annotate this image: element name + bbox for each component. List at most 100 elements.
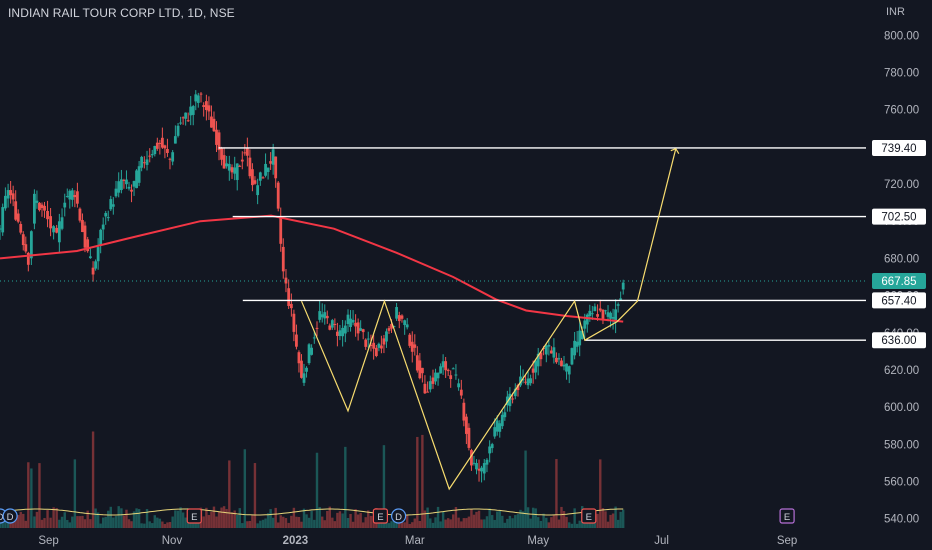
candle-body — [14, 201, 18, 220]
candle-body — [99, 229, 103, 246]
volume-bar — [441, 511, 445, 528]
volume-bar — [55, 508, 58, 528]
volume-bar — [333, 521, 337, 528]
candle-body — [307, 344, 311, 364]
candle-body — [585, 314, 589, 325]
candle-body — [281, 246, 285, 272]
candle-body — [212, 118, 216, 132]
candle-body — [392, 326, 396, 328]
candle-body — [256, 185, 260, 196]
volume-bar — [346, 517, 350, 528]
volume-bar — [411, 522, 414, 528]
volume-bar — [17, 515, 20, 528]
volume-bar — [225, 509, 228, 528]
volume-bar — [477, 510, 481, 528]
volume-bar — [153, 515, 156, 528]
candle-body — [91, 267, 95, 275]
volume-bar — [307, 517, 311, 528]
candle-body — [493, 427, 497, 437]
candle-body — [109, 199, 113, 210]
volume-bar — [449, 519, 452, 528]
candle-body — [529, 378, 533, 384]
volume-bar — [297, 516, 301, 528]
volume-bar — [174, 510, 177, 528]
volume-bar — [521, 511, 525, 528]
candle-body — [457, 383, 461, 388]
volume-bar — [161, 521, 164, 528]
candle-body — [32, 193, 36, 224]
volume-bar — [516, 514, 520, 528]
candle-body — [57, 221, 61, 243]
candle-body — [19, 224, 23, 233]
candle-body — [439, 366, 442, 374]
volume-bar — [545, 517, 548, 528]
x-tick-label: Nov — [162, 535, 183, 547]
candle-body — [52, 226, 56, 233]
volume-bar — [503, 522, 507, 528]
candle-body — [184, 112, 188, 119]
candle-body — [498, 423, 502, 432]
candle-body — [423, 383, 427, 394]
candle-body — [227, 163, 231, 171]
candle-body — [567, 366, 571, 375]
candle-body — [503, 412, 507, 418]
volume-bar — [46, 510, 49, 528]
volume-bar — [341, 513, 344, 528]
event-marker-shape — [779, 508, 795, 524]
candle-body — [526, 378, 530, 386]
candle-body — [573, 340, 577, 356]
candle-body — [552, 347, 556, 358]
volume-bar — [300, 521, 303, 528]
volume-bar — [462, 518, 466, 528]
candle-body — [333, 323, 337, 325]
volume-bar — [96, 512, 100, 528]
volume-bar — [578, 520, 581, 528]
volume-bar — [573, 508, 576, 528]
candle-body — [621, 282, 625, 290]
x-tick-label: Sep — [38, 535, 58, 547]
candle-body — [583, 320, 587, 329]
volume-bar — [168, 522, 172, 528]
volume-bar — [295, 516, 298, 528]
volume-bar — [621, 509, 625, 528]
volume-bar — [560, 506, 563, 528]
candle-body — [78, 208, 82, 221]
volume-bar — [444, 519, 447, 528]
candle-body — [372, 342, 376, 349]
x-tick-label: May — [527, 535, 549, 547]
volume-bar — [127, 519, 131, 528]
candle-body — [194, 94, 198, 102]
candle-body — [377, 343, 381, 348]
volume-bar — [550, 517, 553, 528]
candle-body — [413, 344, 417, 348]
candle-body — [521, 379, 525, 381]
candle-body — [120, 179, 123, 191]
candle-body — [300, 360, 303, 378]
candle-body — [318, 311, 322, 320]
volume-bar — [349, 513, 352, 528]
candle-body — [122, 179, 126, 181]
volume-bar — [387, 523, 391, 528]
volume-bar — [496, 511, 499, 528]
volume-bar — [539, 520, 543, 528]
event-marker-label: E — [377, 512, 383, 523]
volume-bar — [171, 516, 174, 528]
x-tick-label: 2023 — [283, 535, 309, 547]
volume-bar — [583, 523, 586, 528]
event-marker-shape — [391, 508, 407, 524]
candle-body — [446, 369, 450, 372]
candle-body — [0, 228, 2, 230]
price-level-label: 702.50 — [881, 212, 916, 224]
volume-bar — [483, 519, 486, 528]
volume-bar — [114, 516, 118, 528]
volume-bar — [485, 516, 489, 528]
candle-body — [186, 120, 190, 122]
candle-body — [153, 146, 157, 155]
candle-body — [330, 320, 334, 328]
candle-body — [320, 314, 324, 318]
candle-body — [266, 167, 270, 172]
volume-bar — [475, 511, 478, 528]
candle-body — [210, 116, 213, 128]
candle-body — [176, 125, 180, 136]
